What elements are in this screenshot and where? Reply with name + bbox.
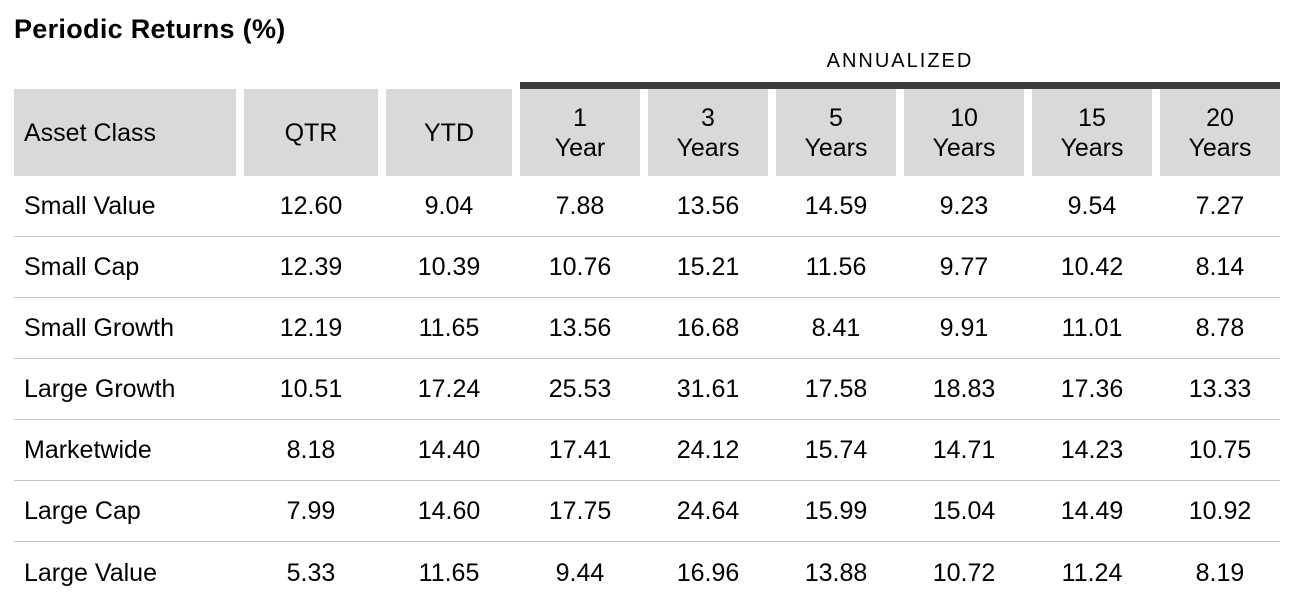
3-years-cell: 24.12	[676, 436, 740, 464]
qtr-cell: 7.99	[286, 497, 336, 525]
asset-class-cell: Small Growth	[24, 314, 175, 342]
5-years-cell: 15.99	[804, 497, 868, 525]
ytd-cell: 11.65	[418, 314, 480, 342]
15-years-cell: 11.24	[1061, 558, 1123, 587]
15-years-cell: 10.42	[1060, 253, 1124, 281]
3-years-cell: 13.56	[676, 192, 740, 220]
column-header-10-years-num: 10	[950, 103, 978, 132]
1-year-cell: 13.56	[548, 314, 612, 342]
table-row-marketwide: Marketwide 8.18 14.40 17.41 24.12 15.74 …	[14, 420, 1280, 481]
5-years-cell: 8.41	[811, 314, 861, 342]
qtr-cell: 10.51	[279, 375, 343, 403]
column-header-15-years: 15 Years	[1032, 89, 1152, 176]
asset-class-cell: Small Value	[24, 192, 156, 220]
20-years-cell: 13.33	[1188, 375, 1252, 403]
column-header-20-years: 20 Years	[1160, 89, 1280, 176]
table-body: Small Value 12.60 9.04 7.88 13.56 14.59 …	[14, 176, 1297, 603]
annualized-label-row: ANNUALIZED	[14, 46, 1280, 72]
column-header-1-year-num: 1	[573, 103, 587, 132]
3-years-cell: 31.61	[676, 375, 740, 403]
column-header-1-year-unit: Year	[554, 133, 606, 162]
table-row-small-value: Small Value 12.60 9.04 7.88 13.56 14.59 …	[14, 176, 1280, 237]
column-header-1-year: 1 Year	[520, 89, 640, 176]
10-years-cell: 10.72	[932, 558, 996, 587]
20-years-cell: 8.19	[1195, 558, 1245, 587]
page-title: Periodic Returns (%)	[14, 14, 286, 44]
qtr-cell: 12.60	[279, 192, 343, 220]
ytd-cell: 17.24	[417, 375, 481, 403]
20-years-cell: 7.27	[1195, 192, 1245, 220]
table-row-small-growth: Small Growth 12.19 11.65 13.56 16.68 8.4…	[14, 298, 1280, 359]
column-header-qtr: QTR	[244, 89, 378, 176]
10-years-cell: 18.83	[932, 375, 996, 403]
column-header-15-years-num: 15	[1078, 103, 1106, 132]
qtr-cell: 12.19	[279, 314, 343, 342]
1-year-cell: 10.76	[548, 253, 612, 281]
column-header-20-years-num: 20	[1206, 103, 1234, 132]
10-years-cell: 9.23	[939, 192, 989, 220]
1-year-cell: 25.53	[548, 375, 612, 403]
5-years-cell: 15.74	[804, 436, 868, 464]
10-years-cell: 9.91	[939, 314, 989, 342]
column-header-5-years-num: 5	[829, 103, 843, 132]
ytd-cell: 11.65	[418, 558, 480, 587]
asset-class-cell: Large Cap	[24, 497, 141, 525]
10-years-cell: 14.71	[932, 436, 996, 464]
ytd-cell: 9.04	[424, 192, 474, 220]
ytd-cell: 14.60	[417, 497, 481, 525]
10-years-cell: 15.04	[932, 497, 996, 525]
20-years-cell: 8.14	[1195, 253, 1245, 281]
table-row-large-growth: Large Growth 10.51 17.24 25.53 31.61 17.…	[14, 359, 1280, 420]
3-years-cell: 24.64	[676, 497, 740, 525]
column-header-15-years-unit: Years	[1060, 133, 1124, 162]
20-years-cell: 10.75	[1188, 436, 1252, 464]
15-years-cell: 14.49	[1060, 497, 1124, 525]
3-years-cell: 16.68	[676, 314, 740, 342]
column-header-10-years: 10 Years	[904, 89, 1024, 176]
1-year-cell: 17.75	[548, 497, 612, 525]
ytd-cell: 10.39	[417, 253, 481, 281]
qtr-cell: 5.33	[286, 558, 336, 587]
column-header-10-years-unit: Years	[932, 133, 996, 162]
15-years-cell: 11.01	[1061, 314, 1123, 342]
10-years-cell: 9.77	[939, 253, 989, 281]
asset-class-cell: Small Cap	[24, 253, 140, 281]
20-years-cell: 10.92	[1188, 497, 1252, 525]
15-years-cell: 9.54	[1067, 192, 1117, 220]
5-years-cell: 17.58	[804, 375, 868, 403]
ytd-cell: 14.40	[417, 436, 481, 464]
5-years-cell: 14.59	[804, 192, 868, 220]
20-years-cell: 8.78	[1195, 314, 1245, 342]
qtr-cell: 12.39	[279, 253, 343, 281]
column-header-5-years: 5 Years	[776, 89, 896, 176]
column-header-ytd: YTD	[386, 89, 512, 176]
5-years-cell: 13.88	[804, 558, 868, 587]
1-year-cell: 17.41	[548, 436, 612, 464]
table-row-large-cap: Large Cap 7.99 14.60 17.75 24.64 15.99 1…	[14, 481, 1280, 542]
column-header-5-years-unit: Years	[804, 133, 868, 162]
column-header-3-years-unit: Years	[676, 133, 740, 162]
column-header-20-years-unit: Years	[1188, 133, 1252, 162]
column-header-asset-class: Asset Class	[14, 89, 236, 176]
asset-class-cell: Large Value	[24, 558, 157, 587]
5-years-cell: 11.56	[805, 253, 867, 281]
asset-class-cell: Marketwide	[24, 436, 152, 464]
column-header-3-years-num: 3	[701, 103, 715, 132]
column-header-3-years: 3 Years	[648, 89, 768, 176]
15-years-cell: 17.36	[1060, 375, 1124, 403]
annualized-group-bar	[520, 82, 1280, 89]
annualized-bar-row	[14, 72, 1280, 89]
table-header-row: Asset Class QTR YTD 1 Year 3 Years 5 Yea…	[14, 89, 1280, 176]
1-year-cell: 7.88	[555, 192, 605, 220]
qtr-cell: 8.18	[286, 436, 336, 464]
asset-class-cell: Large Growth	[24, 375, 176, 403]
1-year-cell: 9.44	[555, 558, 605, 587]
annualized-group-label: ANNUALIZED	[826, 50, 974, 72]
table-row-large-value: Large Value 5.33 11.65 9.44 16.96 13.88 …	[14, 542, 1280, 603]
3-years-cell: 15.21	[676, 253, 740, 281]
3-years-cell: 16.96	[676, 558, 740, 587]
table-row-small-cap: Small Cap 12.39 10.39 10.76 15.21 11.56 …	[14, 237, 1280, 298]
15-years-cell: 14.23	[1060, 436, 1124, 464]
